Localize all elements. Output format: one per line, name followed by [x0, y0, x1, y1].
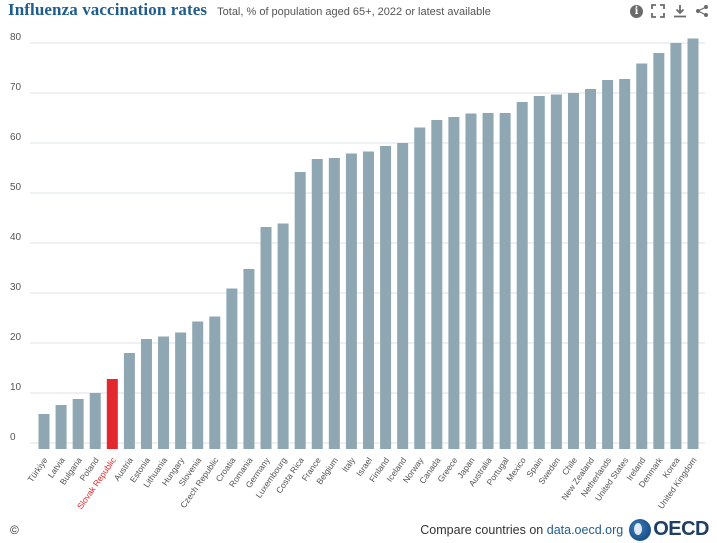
bar-romania[interactable]	[243, 269, 255, 449]
bar-hungary[interactable]	[175, 332, 187, 450]
bar-slovak-republic[interactable]	[106, 379, 118, 449]
oecd-logo[interactable]: OECD	[629, 518, 709, 541]
globe-icon	[629, 518, 652, 541]
bar-denmark[interactable]	[653, 53, 665, 449]
bar-croatia[interactable]	[226, 288, 238, 450]
bar-poland[interactable]	[89, 393, 101, 449]
bar-finland[interactable]	[380, 146, 392, 449]
bar-israel[interactable]	[363, 151, 374, 450]
bar-germany[interactable]	[260, 227, 272, 449]
bar-luxembourg[interactable]	[277, 223, 289, 450]
oecd-logo-text: OECD	[653, 518, 709, 540]
bar-costa-rica[interactable]	[294, 172, 306, 449]
bar-norway[interactable]	[414, 127, 426, 450]
bar-belgium[interactable]	[328, 158, 340, 449]
y-tick-label: 0	[10, 432, 16, 443]
bar-korea[interactable]	[670, 43, 682, 449]
bar-slovenia[interactable]	[192, 321, 204, 450]
bar-france[interactable]	[311, 159, 323, 449]
bar-ireland[interactable]	[636, 63, 648, 450]
y-tick-label: 20	[10, 332, 22, 343]
bar-netherlands[interactable]	[602, 80, 614, 449]
data-oecd-link[interactable]: data.oecd.org	[546, 522, 624, 537]
compare-prefix: Compare countries on	[420, 522, 544, 537]
bar-t-rkiye[interactable]	[38, 414, 50, 449]
y-axis-ticks: 0 10 20 30 40 50 60 70 80	[10, 32, 22, 443]
bar-spain[interactable]	[533, 96, 545, 449]
y-tick-label: 10	[10, 382, 22, 393]
x-tick-label: Türkiye	[25, 455, 49, 484]
y-tick-label: 70	[10, 82, 22, 93]
bar-greece[interactable]	[448, 117, 460, 449]
share-icon[interactable]	[695, 4, 709, 18]
y-tick-label: 80	[10, 32, 22, 43]
bar-portugal[interactable]	[499, 113, 511, 449]
bar-mexico[interactable]	[516, 102, 528, 449]
y-tick-label: 60	[10, 132, 22, 143]
footer: Compare countries on data.oecd.org OECD	[420, 518, 709, 541]
bar-latvia[interactable]	[55, 405, 67, 449]
chart-title: Influenza vaccination rates	[8, 0, 208, 19]
info-icon[interactable]: i	[630, 4, 643, 18]
bar-australia[interactable]	[482, 113, 494, 449]
download-icon[interactable]	[673, 4, 687, 18]
fullscreen-icon[interactable]	[651, 4, 665, 18]
y-tick-label: 50	[10, 182, 22, 193]
bar-chile[interactable]	[567, 93, 579, 449]
bar-italy[interactable]	[345, 153, 357, 450]
bar-bulgaria[interactable]	[72, 399, 84, 449]
bar-sweden[interactable]	[550, 94, 562, 450]
bar-new-zealand[interactable]	[585, 89, 597, 449]
bar-lithuania[interactable]	[158, 336, 170, 450]
y-tick-label: 30	[10, 282, 22, 293]
toolbar: i	[630, 4, 709, 18]
bar-chart: 0 10 20 30 40 50 60 70 80 TürkiyeLatviaBulgariaP…	[10, 32, 705, 511]
chart-header: Influenza vaccination rates Total, % of …	[8, 0, 491, 24]
bar-japan[interactable]	[465, 113, 477, 450]
bar-united-states[interactable]	[619, 79, 631, 449]
bar-austria[interactable]	[123, 353, 135, 449]
compare-text: Compare countries on data.oecd.org	[420, 523, 623, 537]
bar-czech-republic[interactable]	[209, 316, 221, 450]
bar-estonia[interactable]	[140, 339, 152, 449]
chart-subtitle: Total, % of population aged 65+, 2022 or…	[217, 6, 491, 18]
bar-iceland[interactable]	[397, 143, 409, 449]
copyright[interactable]: ©	[10, 523, 19, 537]
bar-united-kingdom[interactable]	[687, 38, 699, 450]
bar-canada[interactable]	[431, 120, 443, 449]
y-tick-label: 40	[10, 232, 22, 243]
bars	[38, 38, 699, 450]
